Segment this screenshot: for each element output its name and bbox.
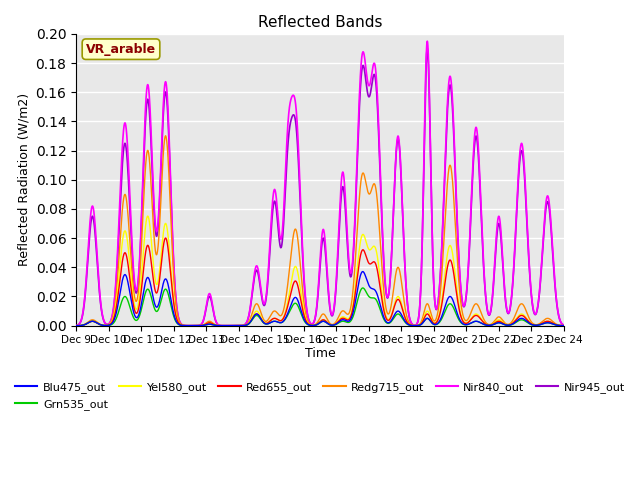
Blu475_out [540, 321, 548, 326]
Nir840_out [424, 38, 431, 44]
Grn535_out [121, 294, 129, 300]
Line: Grn535_out: Grn535_out [76, 288, 564, 325]
Grn535_out [560, 323, 568, 328]
Grn535_out [472, 318, 480, 324]
Yel580_out [560, 323, 568, 328]
Line: Blu475_out: Blu475_out [76, 272, 564, 325]
Grn535_out [506, 323, 513, 328]
Blu475_out [461, 322, 468, 327]
Yel580_out [226, 323, 234, 328]
Grn535_out [226, 323, 234, 328]
Red655_out [72, 323, 80, 328]
Nir840_out [506, 308, 513, 314]
Red655_out [461, 320, 468, 326]
Nir945_out [424, 46, 431, 51]
Nir840_out [540, 219, 548, 225]
Redg715_out [472, 301, 480, 307]
Grn535_out [359, 285, 367, 291]
Nir945_out [226, 323, 234, 328]
Yel580_out [506, 322, 513, 328]
Nir945_out [121, 141, 129, 147]
Title: Reflected Bands: Reflected Bands [258, 15, 382, 30]
Blu475_out [121, 272, 129, 277]
Nir945_out [540, 224, 548, 230]
Redg715_out [196, 323, 204, 328]
Nir945_out [472, 133, 480, 139]
Line: Redg715_out: Redg715_out [76, 136, 564, 325]
Redg715_out [226, 323, 234, 328]
Blu475_out [359, 269, 367, 275]
Nir840_out [461, 302, 468, 308]
Blu475_out [506, 322, 513, 328]
Redg715_out [162, 133, 170, 139]
Red655_out [506, 322, 513, 328]
Grn535_out [72, 323, 80, 328]
Nir945_out [560, 322, 568, 328]
Redg715_out [560, 323, 568, 328]
Y-axis label: Reflected Radiation (W/m2): Reflected Radiation (W/m2) [17, 93, 30, 266]
Redg715_out [121, 192, 129, 198]
Nir840_out [560, 322, 568, 328]
Nir840_out [196, 323, 204, 328]
Nir840_out [121, 120, 129, 126]
Legend: Blu475_out, Grn535_out, Yel580_out, Red655_out, Redg715_out, Nir840_out, Nir945_: Blu475_out, Grn535_out, Yel580_out, Red6… [11, 378, 629, 414]
Line: Nir840_out: Nir840_out [76, 41, 564, 325]
Blu475_out [196, 323, 204, 328]
Red655_out [472, 312, 480, 318]
Text: VR_arable: VR_arable [86, 43, 156, 56]
Grn535_out [461, 322, 468, 328]
Nir945_out [196, 323, 204, 328]
Nir840_out [472, 125, 480, 131]
Red655_out [162, 235, 170, 241]
Yel580_out [121, 228, 129, 234]
Yel580_out [472, 311, 480, 317]
Nir840_out [72, 323, 80, 328]
Yel580_out [196, 323, 204, 328]
Redg715_out [506, 321, 513, 327]
Redg715_out [461, 317, 468, 323]
Line: Yel580_out: Yel580_out [76, 216, 564, 325]
Redg715_out [72, 323, 80, 328]
Blu475_out [560, 323, 568, 328]
Nir945_out [506, 309, 513, 315]
Yel580_out [461, 320, 468, 325]
Grn535_out [540, 321, 548, 326]
Line: Red655_out: Red655_out [76, 238, 564, 325]
Red655_out [121, 250, 129, 256]
Nir945_out [72, 323, 80, 328]
Blu475_out [226, 323, 234, 328]
Red655_out [196, 323, 204, 328]
Nir945_out [461, 303, 468, 309]
Yel580_out [144, 213, 152, 219]
Red655_out [226, 323, 234, 328]
Blu475_out [72, 323, 80, 328]
Yel580_out [540, 319, 548, 325]
Nir840_out [226, 323, 234, 328]
X-axis label: Time: Time [305, 347, 335, 360]
Blu475_out [472, 318, 480, 324]
Grn535_out [196, 323, 204, 328]
Red655_out [560, 323, 568, 328]
Red655_out [540, 319, 548, 325]
Yel580_out [72, 323, 80, 328]
Redg715_out [540, 317, 548, 323]
Line: Nir945_out: Nir945_out [76, 48, 564, 325]
